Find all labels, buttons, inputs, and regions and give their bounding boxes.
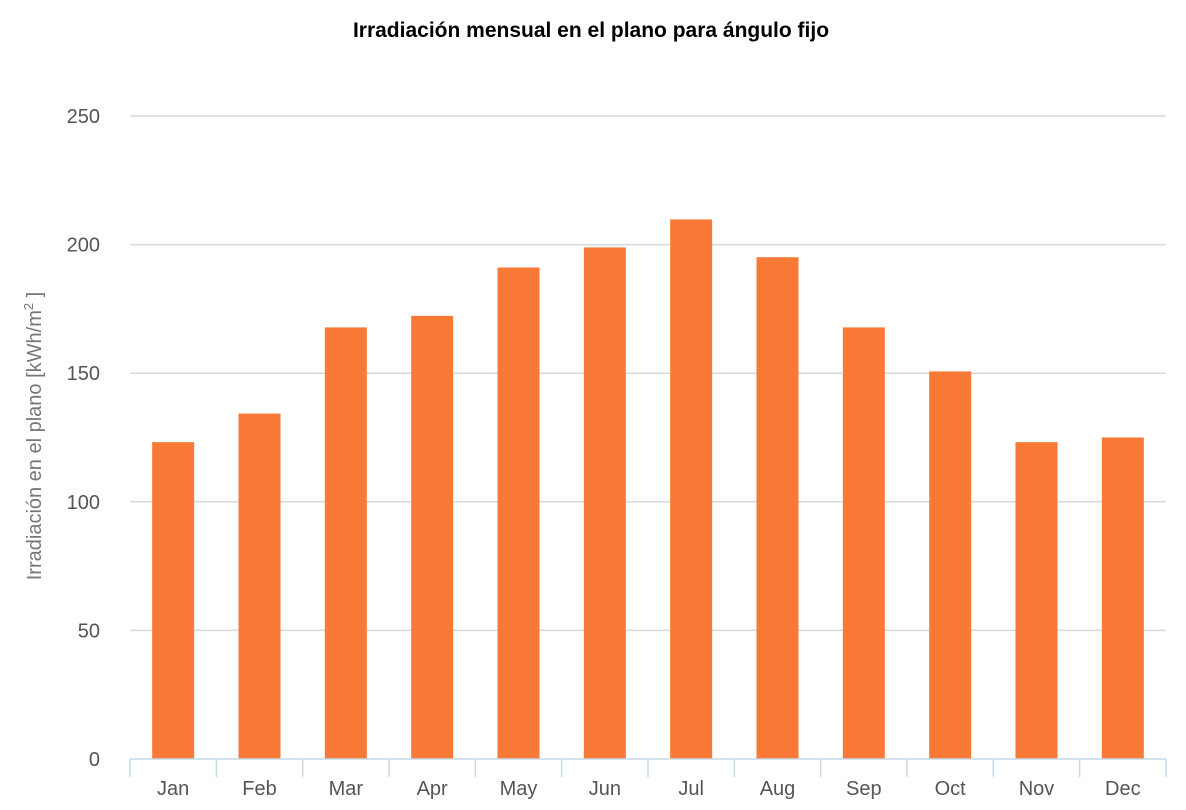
bar-series (152, 219, 1144, 759)
y-axis: 0 50 100 150 200 250 (67, 106, 100, 771)
bar-oct (929, 371, 972, 759)
x-tick-label: Jan (157, 778, 189, 800)
bar-dec (1101, 437, 1144, 759)
y-tick-label: 0 (89, 749, 100, 771)
x-tick-label: Aug (760, 778, 796, 800)
y-axis-title-superscript: 2 (21, 303, 36, 310)
x-tick-label: Mar (329, 778, 364, 800)
y-tick-label: 200 (67, 235, 100, 257)
bar-sep (842, 327, 885, 759)
bar-mar (324, 327, 367, 759)
bar-apr (411, 315, 454, 759)
bar-jun (583, 247, 626, 759)
bar-jan (152, 442, 195, 759)
x-tick-label: Oct (935, 778, 967, 800)
bar-aug (756, 257, 799, 759)
y-axis-title-suffix: ] (24, 292, 46, 303)
x-tick-label: Jun (589, 778, 621, 800)
x-tick-label: Jul (678, 778, 704, 800)
bar-nov (1015, 442, 1058, 759)
x-axis (129, 758, 1167, 777)
x-tick-label: Dec (1105, 778, 1141, 800)
y-tick-label: 150 (67, 363, 100, 385)
chart-title: Irradiación mensual en el plano para áng… (353, 19, 829, 42)
x-tick-label: Sep (846, 778, 882, 800)
y-tick-label: 100 (67, 492, 100, 514)
y-axis-title-main: Irradiación en el plano [kWh/m (24, 310, 46, 580)
x-tick-label: Feb (242, 778, 276, 800)
grid-lines (130, 115, 1166, 632)
x-tick-label: Apr (417, 778, 448, 800)
x-tick-label: Nov (1019, 778, 1055, 800)
bar-may (497, 267, 540, 759)
bar-feb (238, 413, 281, 759)
bar-jul (670, 219, 713, 759)
x-tick-label: May (500, 778, 538, 800)
y-tick-label: 50 (78, 620, 100, 642)
y-axis-title: Irradiación en el plano [kWh/m2 ] (21, 292, 46, 581)
x-axis-labels: Jan Feb Mar Apr May Jun Jul Aug Sep Oct Nov Dec (157, 778, 1141, 800)
y-tick-label: 250 (67, 106, 100, 128)
